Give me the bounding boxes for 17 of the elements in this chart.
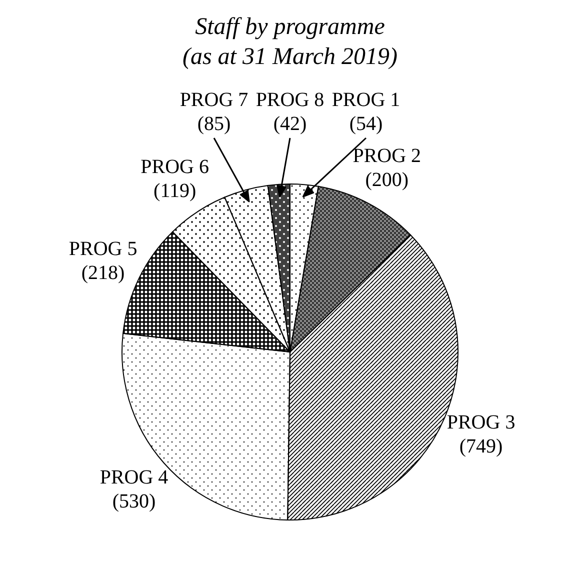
data-label: (85) [197, 113, 231, 135]
slice-label: PROG 6 [140, 156, 210, 178]
data-label: (119) [154, 180, 196, 202]
data-label: (54) [349, 113, 383, 135]
slice-label: PROG 4 [100, 466, 168, 489]
data-label: (749) [459, 435, 503, 458]
slice-label: PROG 2 [352, 144, 422, 167]
chart-title: Staff by programme (as at 31 March 2019) [182, 14, 398, 70]
slice-label: PROG 7 [180, 89, 248, 111]
data-label: (200) [365, 168, 409, 191]
slice-label: PROG 1 [332, 89, 400, 111]
data-label: (530) [112, 490, 156, 513]
data-label: (218) [81, 262, 125, 284]
slice-label: PROG 8 [256, 89, 324, 111]
data-label: (42) [273, 113, 307, 135]
slice-label: PROG 3 [446, 411, 516, 434]
slice-label: PROG 5 [68, 238, 138, 260]
